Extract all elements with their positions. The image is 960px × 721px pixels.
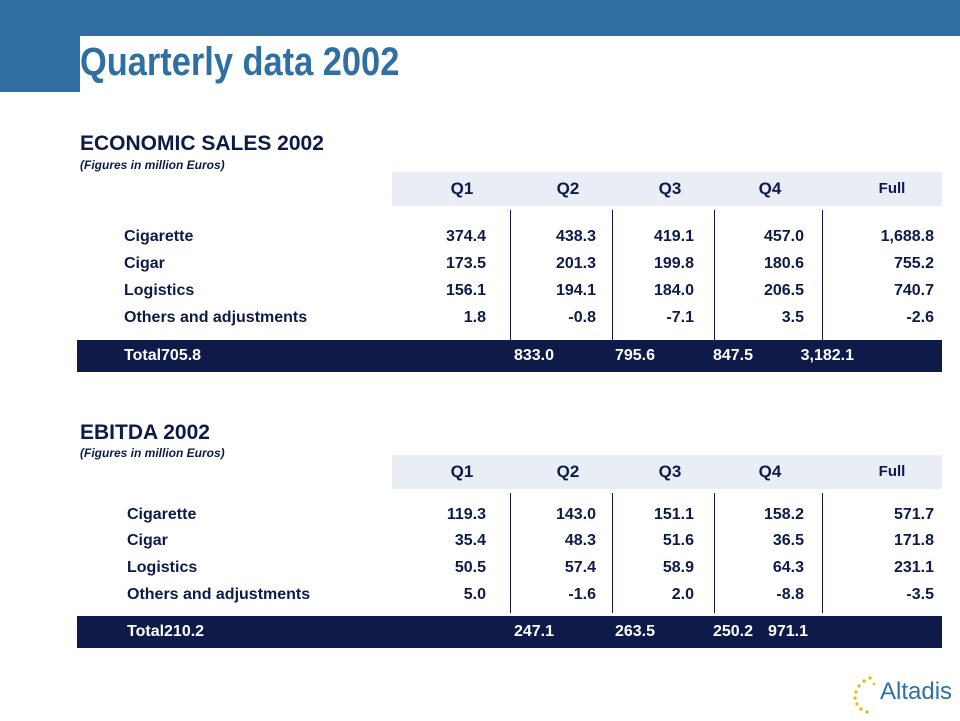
table-cell: 143.0 xyxy=(555,506,596,523)
table-cell: 194.1 xyxy=(555,282,596,299)
stars-icon xyxy=(853,676,876,714)
table-cell: 571.7 xyxy=(893,506,934,523)
table-cell: -7.1 xyxy=(666,309,694,326)
col-q2: Q2 xyxy=(556,462,580,481)
total-cell: 971.1 xyxy=(767,623,808,640)
row-label: Cigarette xyxy=(127,506,197,523)
table-cell: -0.8 xyxy=(568,309,596,326)
row-label: Cigar xyxy=(124,255,165,272)
column-divider xyxy=(714,210,715,340)
total-cell: 795.6 xyxy=(614,347,655,364)
ebitda-column-header: Q1 Q2 Q3 Q4 Full xyxy=(392,455,942,489)
ebitda-total-row: Total210.2 247.1 263.5 250.2 971.1 xyxy=(77,616,942,648)
total-cell: 263.5 xyxy=(614,623,655,640)
table-cell: 231.1 xyxy=(893,559,934,576)
column-divider xyxy=(612,493,613,613)
column-divider xyxy=(510,493,511,613)
table-cell: 755.2 xyxy=(893,255,934,272)
table-cell: 58.9 xyxy=(662,559,694,576)
logo-text: Altadis xyxy=(880,678,953,705)
row-label: Logistics xyxy=(124,282,195,299)
column-divider xyxy=(822,493,823,613)
total-cell: 847.5 xyxy=(712,347,753,364)
row-label: Logistics xyxy=(127,559,198,576)
table-cell: 419.1 xyxy=(653,228,694,245)
sales-subheading: (Figures in million Euros) xyxy=(80,158,225,172)
table-cell: 35.4 xyxy=(454,532,486,549)
col-q3: Q3 xyxy=(658,179,682,198)
table-cell: -8.8 xyxy=(776,586,804,603)
total-cell: 247.1 xyxy=(513,623,554,640)
table-cell: 50.5 xyxy=(454,559,486,576)
altadis-logo: Altadis xyxy=(850,672,953,716)
table-cell: 206.5 xyxy=(763,282,804,299)
table-cell: 3.5 xyxy=(781,309,804,326)
row-label: Cigarette xyxy=(124,228,194,245)
table-cell: 374.4 xyxy=(445,228,486,245)
table-cell: 438.3 xyxy=(555,228,596,245)
sales-heading: ECONOMIC SALES 2002 xyxy=(80,132,324,155)
table-cell: 51.6 xyxy=(662,532,694,549)
table-cell: 201.3 xyxy=(555,255,596,272)
table-cell: 156.1 xyxy=(445,282,486,299)
total-label: Total210.2 xyxy=(127,623,205,640)
total-cell: 3,182.1 xyxy=(800,347,854,364)
table-cell: 173.5 xyxy=(445,255,486,272)
table-cell: 199.8 xyxy=(653,255,694,272)
ebitda-heading: EBITDA 2002 xyxy=(80,421,210,444)
col-q2: Q2 xyxy=(556,179,580,198)
table-cell: 740.7 xyxy=(893,282,934,299)
column-divider xyxy=(714,493,715,613)
table-cell: 180.6 xyxy=(763,255,804,272)
table-cell: 5.0 xyxy=(463,586,486,603)
ebitda-subheading: (Figures in million Euros) xyxy=(80,446,225,460)
table-cell: 171.8 xyxy=(893,532,934,549)
col-q4: Q4 xyxy=(758,179,782,198)
table-cell: 36.5 xyxy=(772,532,804,549)
column-divider xyxy=(822,210,823,340)
total-cell: 250.2 xyxy=(712,623,753,640)
column-divider xyxy=(612,210,613,340)
col-q4: Q4 xyxy=(758,462,782,481)
table-cell: 57.4 xyxy=(564,559,596,576)
row-label: Cigar xyxy=(127,532,168,549)
table-cell: -2.6 xyxy=(906,309,934,326)
col-full: Full xyxy=(878,180,906,197)
row-label: Others and adjustments xyxy=(124,309,308,326)
row-label: Others and adjustments xyxy=(127,586,311,603)
table-cell: 64.3 xyxy=(772,559,804,576)
sales-column-header: Q1 Q2 Q3 Q4 Full xyxy=(392,172,942,206)
title-panel: Quarterly data 2002 xyxy=(80,36,960,102)
sales-total-row: Total705.8 833.0 795.6 847.5 3,182.1 xyxy=(77,340,942,372)
table-cell: 1,688.8 xyxy=(880,228,934,245)
page-title: Quarterly data 2002 xyxy=(80,40,400,84)
table-cell: 457.0 xyxy=(763,228,804,245)
col-q3: Q3 xyxy=(658,462,682,481)
table-cell: 48.3 xyxy=(564,532,596,549)
total-cell: 833.0 xyxy=(513,347,554,364)
table-cell: 1.8 xyxy=(463,309,486,326)
table-cell: -1.6 xyxy=(568,586,596,603)
table-cell: 2.0 xyxy=(671,586,694,603)
column-divider xyxy=(510,210,511,340)
table-cell: 119.3 xyxy=(446,506,486,523)
table-cell: 158.2 xyxy=(763,506,804,523)
table-cell: 184.0 xyxy=(653,282,694,299)
col-q1: Q1 xyxy=(450,179,474,198)
col-full: Full xyxy=(878,463,906,480)
table-cell: 151.1 xyxy=(653,506,694,523)
total-label: Total705.8 xyxy=(124,347,202,364)
table-cell: -3.5 xyxy=(906,586,934,603)
col-q1: Q1 xyxy=(450,462,474,481)
